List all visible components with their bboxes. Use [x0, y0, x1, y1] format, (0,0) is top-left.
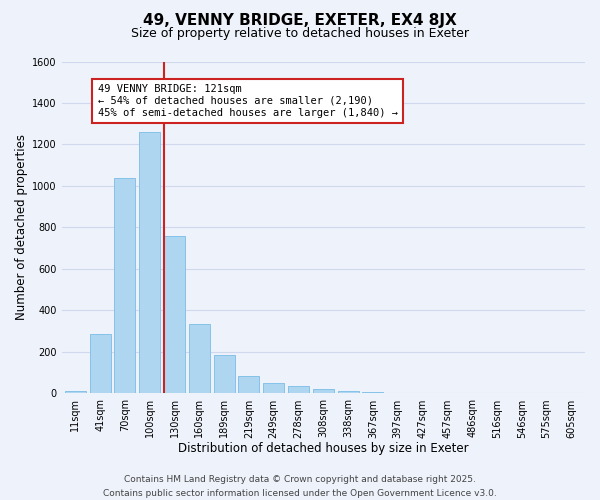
Bar [362, 392, 383, 394]
Bar [89, 334, 110, 394]
Bar [338, 392, 359, 394]
Bar [238, 376, 259, 394]
X-axis label: Distribution of detached houses by size in Exeter: Distribution of detached houses by size … [178, 442, 469, 455]
Bar [288, 386, 309, 394]
Bar [164, 236, 185, 394]
Text: 49, VENNY BRIDGE, EXETER, EX4 8JX: 49, VENNY BRIDGE, EXETER, EX4 8JX [143, 12, 457, 28]
Bar [65, 392, 86, 394]
Text: Size of property relative to detached houses in Exeter: Size of property relative to detached ho… [131, 28, 469, 40]
Text: Contains HM Land Registry data © Crown copyright and database right 2025.
Contai: Contains HM Land Registry data © Crown c… [103, 476, 497, 498]
Y-axis label: Number of detached properties: Number of detached properties [15, 134, 28, 320]
Bar [189, 324, 210, 394]
Text: 49 VENNY BRIDGE: 121sqm
← 54% of detached houses are smaller (2,190)
45% of semi: 49 VENNY BRIDGE: 121sqm ← 54% of detache… [98, 84, 398, 117]
Bar [139, 132, 160, 394]
Bar [214, 355, 235, 394]
Bar [115, 178, 136, 394]
Bar [263, 382, 284, 394]
Bar [313, 389, 334, 394]
